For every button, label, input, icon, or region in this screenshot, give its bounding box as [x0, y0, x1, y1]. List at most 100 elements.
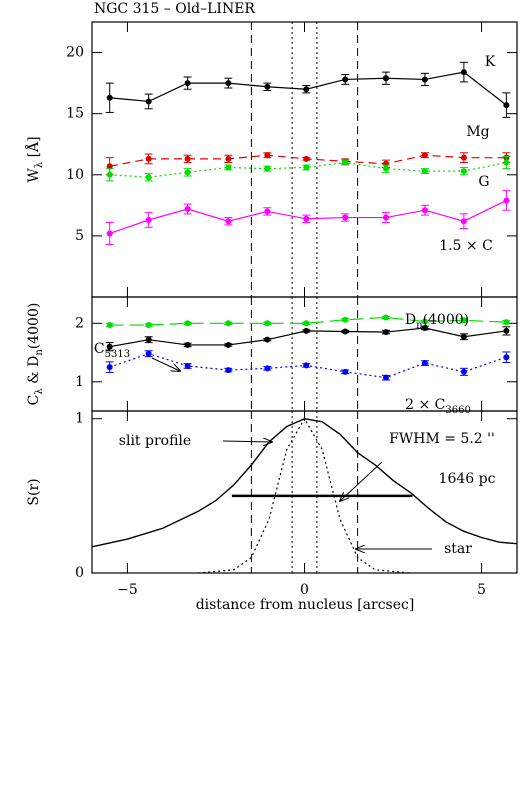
- annotation: FWHM = 5.2 '': [389, 431, 495, 447]
- y-tick-label: 15: [66, 106, 84, 122]
- y-axis-label-part: (4000): [26, 303, 42, 350]
- y-tick-label: 2: [75, 315, 84, 331]
- series-line: [109, 161, 507, 178]
- data-point: [184, 362, 191, 369]
- annotation: star: [444, 541, 472, 557]
- data-point: [460, 368, 467, 375]
- data-point: [503, 319, 510, 326]
- series-label-part: 1.5 × C: [439, 238, 493, 254]
- y-tick-label: 5: [75, 228, 84, 244]
- data-point: [342, 159, 349, 166]
- data-point: [421, 318, 428, 325]
- data-point: [460, 333, 467, 340]
- data-point: [342, 76, 349, 83]
- y-axis-label-part: [Å]: [24, 136, 42, 161]
- data-point: [184, 320, 191, 327]
- data-point: [264, 336, 271, 343]
- data-point: [225, 320, 232, 327]
- data-point: [184, 341, 191, 348]
- y-tick-label: 1: [75, 374, 84, 390]
- data-point: [225, 164, 232, 171]
- data-point: [503, 327, 510, 334]
- data-point: [342, 328, 349, 335]
- series-label: C5313: [94, 341, 130, 360]
- series-label: 2 × C3660: [405, 397, 471, 416]
- series-label-sub: 5313: [105, 349, 130, 360]
- data-point: [145, 336, 152, 343]
- y-axis-label-sub: n: [34, 349, 45, 356]
- data-point: [184, 169, 191, 176]
- data-point: [460, 317, 467, 324]
- series-label: Mg: [466, 124, 489, 140]
- data-point: [184, 80, 191, 87]
- series-line: [91, 417, 518, 548]
- data-point: [225, 218, 232, 225]
- annotation: slit profile: [119, 433, 191, 449]
- data-point: [503, 197, 510, 204]
- data-point: [421, 152, 428, 159]
- data-point: [303, 320, 310, 327]
- arrow: [151, 357, 180, 371]
- data-point: [106, 364, 113, 371]
- x-axis-label: distance from nucleus [arcsec]: [196, 597, 415, 613]
- series-label: Dn(4000): [405, 312, 469, 331]
- data-point: [225, 367, 232, 374]
- y-tick-label: 10: [66, 167, 84, 183]
- data-point: [225, 80, 232, 87]
- data-point: [503, 354, 510, 361]
- series-label-part: (4000): [423, 312, 470, 328]
- data-point: [145, 98, 152, 105]
- data-point: [303, 215, 310, 222]
- y-axis-label: Wλ [Å]: [24, 136, 45, 182]
- data-point: [106, 230, 113, 237]
- series-label-sub: 3660: [445, 405, 470, 416]
- data-point: [460, 69, 467, 76]
- data-point: [460, 168, 467, 175]
- y-axis-label: Cλ & Dn(4000): [26, 303, 45, 406]
- data-point: [106, 343, 113, 350]
- data-point: [382, 75, 389, 82]
- x-tick-label: 5: [477, 582, 486, 598]
- data-point: [145, 174, 152, 181]
- data-point: [421, 324, 428, 331]
- data-point: [303, 86, 310, 93]
- series-line: [198, 417, 411, 574]
- x-tick-label: −5: [117, 582, 138, 598]
- data-point: [382, 165, 389, 172]
- data-point: [225, 341, 232, 348]
- data-point: [503, 159, 510, 166]
- series-label-part: Mg: [466, 124, 489, 140]
- data-point: [145, 155, 152, 162]
- data-point: [421, 168, 428, 175]
- data-point: [106, 163, 113, 170]
- data-point: [264, 365, 271, 372]
- data-point: [460, 154, 467, 161]
- data-point: [145, 322, 152, 329]
- series-label: K: [485, 54, 496, 70]
- y-axis-label-part: C: [26, 395, 42, 406]
- data-point: [342, 214, 349, 221]
- series-label-part: C: [94, 341, 105, 357]
- data-point: [264, 320, 271, 327]
- y-tick-label: 0: [75, 565, 84, 581]
- data-point: [303, 164, 310, 171]
- data-point: [342, 368, 349, 375]
- series-label: 1.5 × C: [439, 238, 493, 254]
- series-label-part: D: [405, 312, 416, 328]
- data-point: [264, 165, 271, 172]
- data-point: [106, 171, 113, 178]
- series-label-part: G: [478, 174, 489, 190]
- data-point: [303, 362, 310, 369]
- data-point: [184, 206, 191, 212]
- x-tick-label: 0: [300, 582, 309, 598]
- data-point: [382, 374, 389, 381]
- data-point: [421, 76, 428, 83]
- annotation: 1646 pc: [439, 471, 496, 487]
- y-axis-label-sub: λ: [34, 161, 45, 168]
- y-tick-label: 1: [75, 411, 84, 427]
- data-point: [382, 329, 389, 336]
- data-point: [225, 155, 232, 162]
- data-point: [264, 208, 271, 215]
- data-point: [503, 102, 510, 109]
